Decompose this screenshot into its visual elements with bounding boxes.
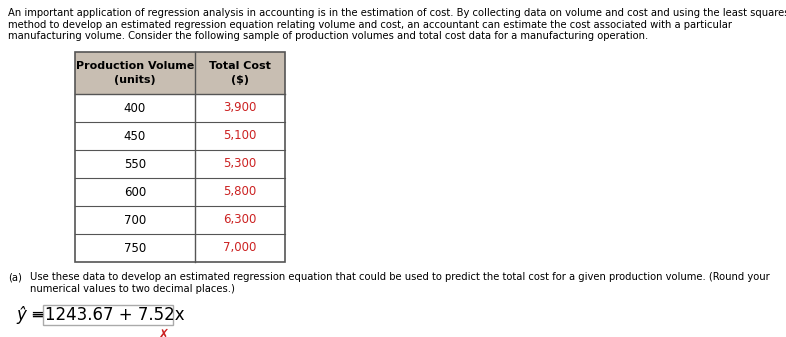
Text: 750: 750 <box>124 242 146 254</box>
Text: 6,300: 6,300 <box>223 214 257 226</box>
Text: An important application of regression analysis in accounting is in the estimati: An important application of regression a… <box>8 8 786 18</box>
Text: Production Volume
(units): Production Volume (units) <box>76 61 194 85</box>
Bar <box>75 52 285 94</box>
Text: 550: 550 <box>124 157 146 171</box>
Text: method to develop an estimated regression equation relating volume and cost, an : method to develop an estimated regressio… <box>8 20 732 30</box>
Text: numerical values to two decimal places.): numerical values to two decimal places.) <box>30 283 235 294</box>
Text: ✗: ✗ <box>157 328 169 337</box>
Text: Total Cost
($): Total Cost ($) <box>209 61 271 85</box>
Text: (a): (a) <box>8 272 22 282</box>
Text: 450: 450 <box>124 129 146 143</box>
Text: Use these data to develop an estimated regression equation that could be used to: Use these data to develop an estimated r… <box>30 272 769 282</box>
Text: 600: 600 <box>124 185 146 198</box>
Text: manufacturing volume. Consider the following sample of production volumes and to: manufacturing volume. Consider the follo… <box>8 31 648 41</box>
Text: 700: 700 <box>124 214 146 226</box>
Text: 7,000: 7,000 <box>223 242 257 254</box>
Text: 5,800: 5,800 <box>223 185 256 198</box>
Text: 3,900: 3,900 <box>223 101 257 115</box>
Bar <box>43 305 173 325</box>
Bar <box>75 52 285 262</box>
Text: −1243.67 + 7.52x: −1243.67 + 7.52x <box>31 306 185 324</box>
Text: 5,100: 5,100 <box>223 129 257 143</box>
Text: ŷ =: ŷ = <box>16 306 50 324</box>
Text: 400: 400 <box>124 101 146 115</box>
Text: 5,300: 5,300 <box>223 157 256 171</box>
